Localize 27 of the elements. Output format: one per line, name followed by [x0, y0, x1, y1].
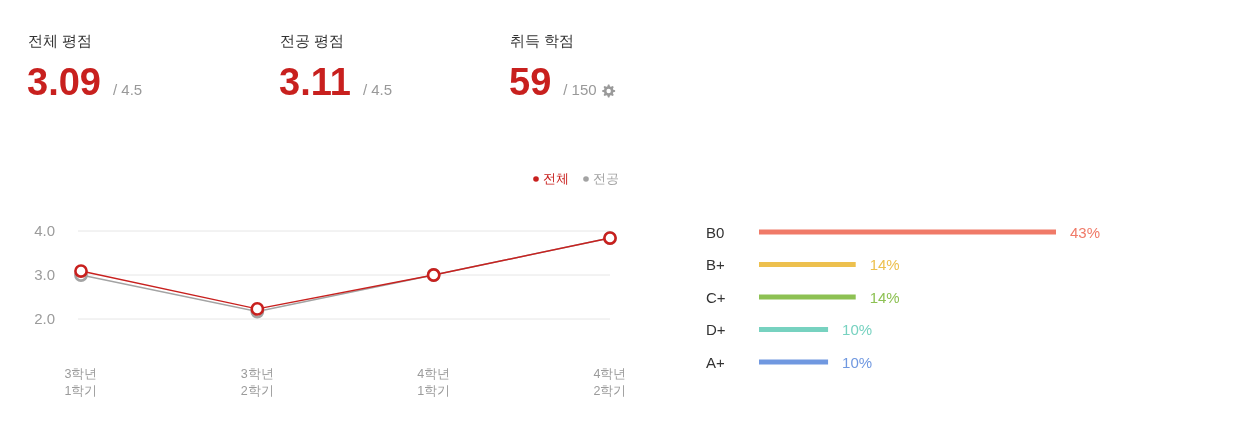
data-label: 3.11 [279, 61, 351, 103]
y-tick-label: 3.0 [34, 266, 55, 283]
text: / 150 [563, 81, 597, 98]
x-tick-label: 4학년 1학기 [417, 367, 451, 398]
y-tick-label: C+ [706, 288, 726, 306]
text: / 4.5 [362, 81, 393, 98]
y-tick-label: 4.0 [34, 222, 55, 239]
y-tick-label: 2.0 [34, 310, 55, 327]
y-tick-label: A+ [706, 353, 725, 371]
x-tick-label: 3학년 1학기 [64, 367, 98, 398]
y-tick-label: B+ [706, 256, 725, 273]
data-label: 3.09 [27, 61, 101, 103]
data-label: 14% [869, 288, 900, 306]
x-tick-label: 4학년 2학기 [593, 367, 627, 398]
data-label: 43% [1070, 223, 1101, 241]
category-label: 전체 평점 [28, 32, 93, 49]
data-label: 14% [869, 256, 900, 273]
data-label: 59 [509, 61, 552, 103]
data-label: 10% [842, 353, 873, 371]
x-tick-label: 3학년 2학기 [240, 367, 274, 398]
category-label: 취득 학점 [510, 32, 575, 49]
legend: 전체 전공 [533, 171, 619, 186]
y-tick-label: D+ [706, 321, 726, 338]
category-label: 전공 평점 [280, 32, 345, 49]
data-label: 10% [842, 321, 873, 338]
text: / 4.5 [112, 81, 143, 98]
y-tick-label: B0 [706, 223, 725, 241]
